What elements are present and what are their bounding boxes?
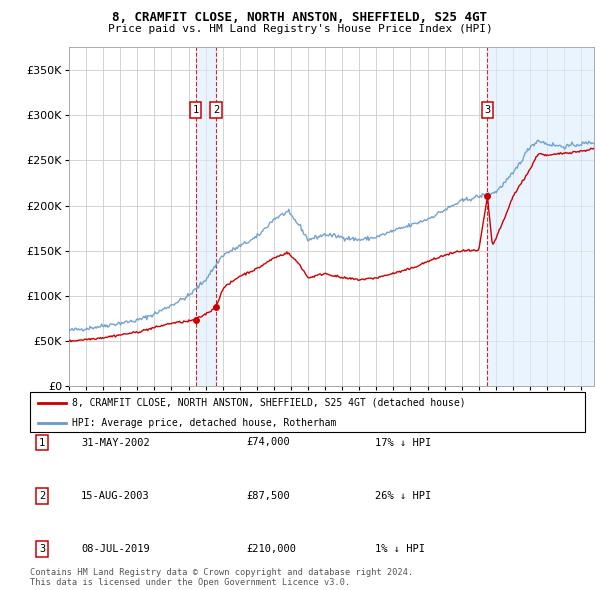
- Bar: [196, 47, 216, 386]
- Text: 15-AUG-2003: 15-AUG-2003: [81, 491, 150, 500]
- Text: 2: 2: [213, 105, 219, 115]
- Text: 2: 2: [39, 491, 45, 500]
- Text: £87,500: £87,500: [246, 491, 290, 500]
- Text: 31-MAY-2002: 31-MAY-2002: [81, 438, 150, 447]
- Text: 08-JUL-2019: 08-JUL-2019: [81, 544, 150, 553]
- Text: 8, CRAMFIT CLOSE, NORTH ANSTON, SHEFFIELD, S25 4GT (detached house): 8, CRAMFIT CLOSE, NORTH ANSTON, SHEFFIEL…: [71, 398, 465, 408]
- Text: 3: 3: [39, 544, 45, 553]
- Text: £210,000: £210,000: [246, 544, 296, 553]
- Bar: [487, 47, 594, 386]
- Text: Contains HM Land Registry data © Crown copyright and database right 2024.
This d: Contains HM Land Registry data © Crown c…: [30, 568, 413, 587]
- Text: £74,000: £74,000: [246, 438, 290, 447]
- Text: 17% ↓ HPI: 17% ↓ HPI: [375, 438, 431, 447]
- Text: 1: 1: [193, 105, 199, 115]
- Text: HPI: Average price, detached house, Rotherham: HPI: Average price, detached house, Roth…: [71, 418, 336, 428]
- Text: 1% ↓ HPI: 1% ↓ HPI: [375, 544, 425, 553]
- Text: 3: 3: [484, 105, 491, 115]
- Text: 26% ↓ HPI: 26% ↓ HPI: [375, 491, 431, 500]
- Text: 8, CRAMFIT CLOSE, NORTH ANSTON, SHEFFIELD, S25 4GT: 8, CRAMFIT CLOSE, NORTH ANSTON, SHEFFIEL…: [113, 11, 487, 24]
- Text: 1: 1: [39, 438, 45, 447]
- FancyBboxPatch shape: [30, 392, 585, 432]
- Text: Price paid vs. HM Land Registry's House Price Index (HPI): Price paid vs. HM Land Registry's House …: [107, 24, 493, 34]
